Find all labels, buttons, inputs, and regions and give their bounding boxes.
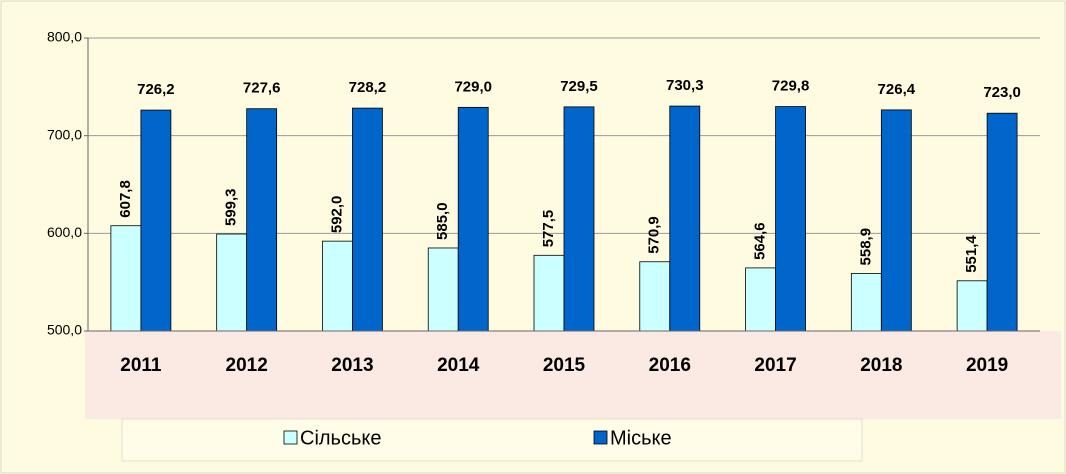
category-band — [85, 331, 1061, 419]
y-tick-label: 700,0 — [47, 126, 82, 142]
data-label: 730,3 — [666, 77, 704, 94]
legend-swatch — [283, 430, 298, 445]
x-tick-label: 2019 — [966, 355, 1008, 376]
bar — [140, 109, 172, 332]
x-tick-label: 2011 — [120, 355, 162, 376]
y-tick-label: 800,0 — [47, 29, 82, 45]
bar — [322, 240, 353, 332]
data-label: 607,8 — [117, 180, 134, 218]
bar — [639, 261, 671, 332]
x-tick-label: 2012 — [226, 355, 268, 376]
bar — [246, 108, 278, 332]
data-label: 726,4 — [878, 81, 916, 98]
data-label: 570,9 — [646, 216, 663, 254]
x-tick-label: 2013 — [331, 355, 373, 376]
data-label: 558,9 — [857, 228, 874, 266]
data-label: 585,0 — [434, 202, 451, 240]
legend-label: Міське — [610, 427, 672, 449]
bar — [745, 267, 776, 332]
data-label: 599,3 — [223, 188, 240, 226]
data-label: 564,6 — [752, 222, 769, 260]
bar — [850, 273, 882, 332]
data-label: 729,5 — [560, 78, 598, 95]
bar — [775, 106, 806, 332]
data-label: 551,4 — [963, 235, 980, 273]
y-tick-label: 500,0 — [47, 322, 82, 338]
bar — [956, 280, 988, 332]
data-label: 729,8 — [772, 78, 810, 95]
bar — [352, 107, 383, 332]
data-label: 726,2 — [137, 81, 175, 98]
data-label: 727,6 — [243, 80, 281, 97]
data-label: 723,0 — [983, 84, 1021, 101]
x-tick-label: 2017 — [754, 355, 796, 376]
data-label: 728,2 — [349, 79, 387, 96]
bar — [563, 106, 595, 332]
data-label: 729,0 — [454, 78, 492, 95]
bar — [427, 247, 459, 332]
y-tick-label: 600,0 — [47, 224, 82, 240]
legend-swatch — [593, 430, 608, 445]
x-tick-label: 2015 — [543, 355, 586, 376]
data-label: 592,0 — [328, 196, 345, 234]
data-label: 577,5 — [540, 210, 557, 248]
x-tick-label: 2014 — [437, 355, 480, 376]
bar — [457, 106, 489, 332]
bar — [880, 109, 912, 332]
bar — [216, 233, 248, 332]
x-tick-label: 2018 — [860, 355, 902, 376]
bar — [986, 112, 1018, 332]
x-tick-label: 2016 — [649, 355, 691, 376]
legend-box — [121, 418, 863, 462]
legend-label: Сільське — [300, 427, 382, 449]
bar — [533, 254, 565, 332]
bar — [110, 225, 142, 332]
bar — [669, 105, 701, 332]
